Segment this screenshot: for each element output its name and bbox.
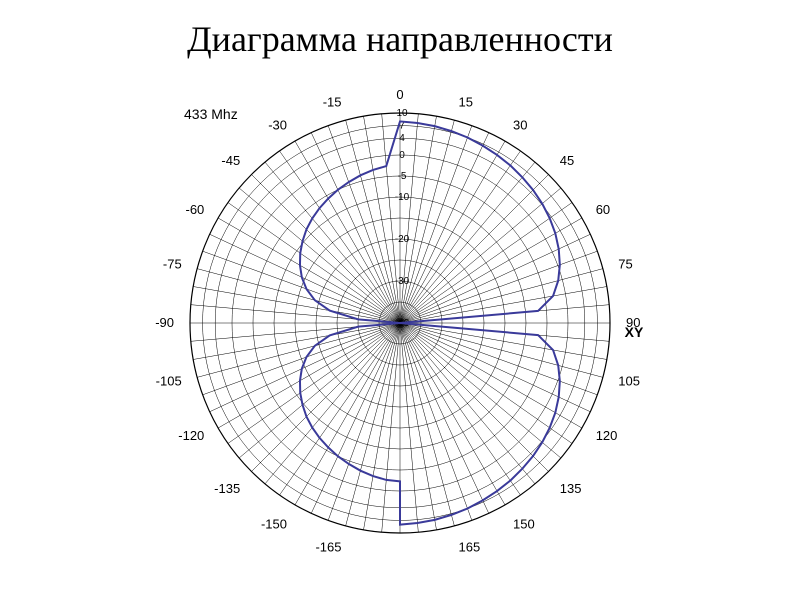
svg-text:30: 30 [513,117,527,132]
svg-text:-15: -15 [323,95,342,110]
svg-text:-75: -75 [163,257,182,272]
svg-text:120: 120 [596,428,618,443]
svg-text:-45: -45 [221,153,240,168]
svg-text:150: 150 [513,517,535,532]
svg-text:10: 10 [396,108,408,119]
svg-text:45: 45 [560,153,574,168]
svg-text:-5: -5 [398,171,407,182]
svg-text:4: 4 [399,133,405,144]
svg-text:-165: -165 [315,539,341,554]
svg-text:0: 0 [396,87,403,102]
page-title: Диаграмма направленности [0,18,800,60]
svg-text:-30: -30 [268,117,287,132]
svg-text:15: 15 [459,95,473,110]
frequency-label: 433 Mhz [184,106,238,122]
svg-text:135: 135 [560,481,582,496]
svg-text:-20: -20 [395,234,410,245]
chart-container: -165-150-135-120-105-90-75-60-45-30-1501… [0,68,800,568]
svg-text:-105: -105 [156,374,182,389]
svg-text:60: 60 [596,202,610,217]
axis-label: XY [625,324,644,340]
svg-text:-150: -150 [261,517,287,532]
svg-text:105: 105 [618,374,640,389]
svg-text:-30: -30 [395,276,410,287]
svg-text:75: 75 [618,257,632,272]
svg-text:0: 0 [399,150,405,161]
svg-text:-90: -90 [155,315,174,330]
svg-text:-135: -135 [214,481,240,496]
svg-text:-120: -120 [178,428,204,443]
svg-text:-10: -10 [395,192,410,203]
svg-text:165: 165 [459,539,481,554]
svg-text:-60: -60 [186,202,205,217]
radiation-pattern-chart: -165-150-135-120-105-90-75-60-45-30-1501… [120,68,680,568]
